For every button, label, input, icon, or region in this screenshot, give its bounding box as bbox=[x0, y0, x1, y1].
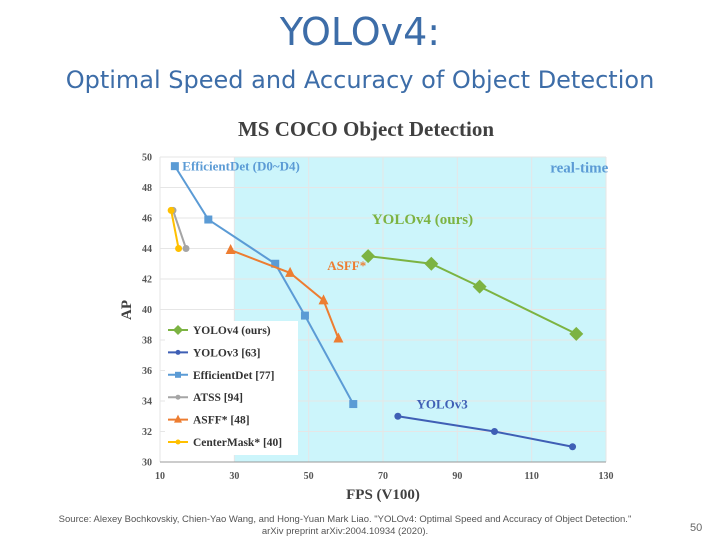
y-axis-label: AP bbox=[119, 300, 135, 320]
data-point-centermask-40 bbox=[167, 206, 175, 214]
data-point-yolov3-63 bbox=[394, 412, 402, 420]
slide-subtitle: Optimal Speed and Accuracy of Object Det… bbox=[65, 66, 655, 94]
legend-label-asff-48: ASFF* [48] bbox=[193, 415, 250, 427]
data-point-asff-48 bbox=[285, 266, 296, 277]
series-line-centermask-40 bbox=[170, 210, 180, 249]
legend-marker-yolov4-ours bbox=[173, 325, 183, 335]
annotation-efficientdet-d0-d4: EfficientDet (D0~D4) bbox=[182, 159, 300, 174]
source-line-1: Source: Alexey Bochkovskiy, Chien-Yao Wa… bbox=[58, 514, 632, 525]
x-tick-label: 10 bbox=[155, 471, 165, 482]
annotation-real-time: real-time bbox=[550, 160, 608, 176]
y-tick-label: 34 bbox=[142, 397, 152, 408]
x-tick-label: 50 bbox=[304, 471, 314, 482]
data-point-atss-94 bbox=[182, 245, 190, 252]
data-point-yolov4-ours bbox=[472, 279, 487, 294]
data-point-efficientdet-77 bbox=[300, 311, 309, 320]
legend-box bbox=[165, 321, 298, 455]
y-tick-label: 38 bbox=[142, 336, 152, 347]
y-tick-label: 30 bbox=[142, 458, 152, 469]
legend-marker-centermask-40 bbox=[175, 439, 181, 445]
data-point-asff-48 bbox=[318, 294, 329, 305]
legend-label-atss-94: ATSS [94] bbox=[193, 392, 243, 404]
data-point-yolov4-ours bbox=[424, 256, 439, 271]
legend-label-efficientdet-77: EfficientDet [77] bbox=[193, 370, 274, 382]
data-point-yolov3-63 bbox=[569, 443, 577, 451]
chart-title: MS COCO Object Detection bbox=[238, 117, 494, 141]
slide-number: 50 bbox=[690, 522, 703, 534]
data-point-efficientdet-77 bbox=[170, 162, 179, 171]
y-tick-label: 44 bbox=[142, 244, 152, 255]
x-axis-label: FPS (V100) bbox=[346, 487, 420, 503]
data-point-asff-48 bbox=[225, 244, 236, 255]
data-point-efficientdet-77 bbox=[271, 259, 280, 268]
x-tick-label: 70 bbox=[378, 471, 388, 482]
legend-marker-atss-94 bbox=[175, 394, 181, 400]
y-tick-label: 50 bbox=[142, 153, 152, 164]
data-point-yolov4-ours bbox=[361, 249, 376, 264]
annotation-asff: ASFF* bbox=[327, 258, 366, 273]
x-tick-label: 110 bbox=[524, 471, 538, 482]
data-point-yolov3-63 bbox=[491, 428, 498, 435]
x-tick-label: 30 bbox=[229, 471, 239, 482]
legend-label-centermask-40: CenterMask* [40] bbox=[193, 437, 282, 449]
legend-marker-yolov3-63 bbox=[175, 349, 181, 355]
data-point-yolov4-ours bbox=[569, 326, 584, 341]
series-line-asff-48 bbox=[230, 249, 340, 339]
legend-marker-asff-48 bbox=[174, 414, 182, 423]
data-point-efficientdet-77 bbox=[204, 215, 213, 224]
y-tick-label: 42 bbox=[142, 275, 152, 286]
annotation-yolov3: YOLOv3 bbox=[416, 397, 468, 412]
source-citation: Source: Alexey Bochkovskiy, Chien-Yao Wa… bbox=[40, 514, 650, 538]
y-tick-label: 36 bbox=[142, 366, 152, 377]
x-tick-label: 130 bbox=[599, 471, 614, 482]
y-tick-label: 46 bbox=[142, 214, 152, 225]
y-tick-label: 48 bbox=[142, 183, 152, 194]
data-point-efficientdet-77 bbox=[349, 400, 358, 409]
data-point-asff-48 bbox=[333, 332, 344, 343]
slide-title: YOLOv4: bbox=[279, 10, 441, 54]
series-line-atss-94 bbox=[172, 210, 187, 249]
legend-label-yolov4-ours: YOLOv4 (ours) bbox=[193, 325, 271, 337]
source-line-2: arXiv preprint arXiv:2004.10934 (2020). bbox=[261, 526, 429, 537]
series-line-yolov4-ours bbox=[368, 255, 577, 335]
data-point-centermask-40 bbox=[175, 245, 183, 252]
legend-marker-efficientdet-77 bbox=[175, 371, 181, 378]
x-tick-label: 90 bbox=[452, 471, 462, 482]
legend-label-yolov3-63: YOLOv3 [63] bbox=[193, 347, 260, 359]
y-tick-label: 40 bbox=[142, 305, 152, 316]
y-tick-label: 32 bbox=[142, 427, 152, 438]
annotation-yolov4-ours: YOLOv4 (ours) bbox=[372, 212, 473, 228]
